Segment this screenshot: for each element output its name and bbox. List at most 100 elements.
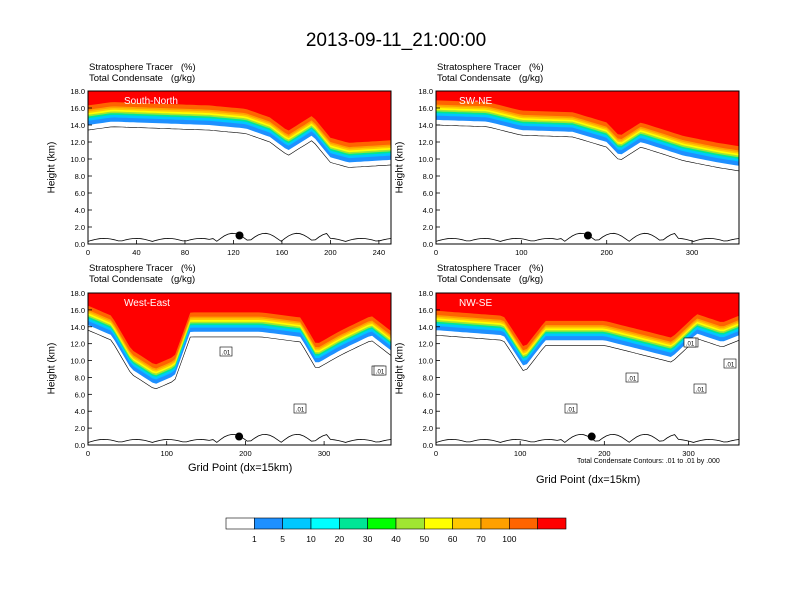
y-tick-label: 8.0	[423, 373, 433, 382]
y-tick-label: 10.0	[70, 155, 85, 164]
x-tick-label: 200	[600, 248, 613, 257]
panel-title: South-North	[124, 96, 178, 107]
colorbar-swatch	[282, 517, 312, 530]
colorbar-swatch	[509, 517, 538, 530]
y-tick-label: 12.0	[70, 340, 85, 349]
location-marker	[583, 231, 592, 240]
y-tick-label: 4.0	[75, 407, 85, 416]
y-tick-label: 2.0	[75, 223, 85, 232]
x-tick-label: 100	[514, 449, 527, 458]
y-tick-label: 6.0	[75, 390, 85, 399]
contour-label-box	[693, 383, 707, 394]
contour-note: Total Condensate Contours: .01 to .01 by…	[577, 458, 720, 465]
tracer-label: Stratosphere Tracer (%)	[437, 263, 544, 274]
y-tick-label: 12.0	[418, 138, 433, 147]
y-tick-label: 0.0	[75, 240, 85, 249]
y-tick-label: 0.0	[75, 441, 85, 450]
condensate-label: Total Condensate (g/kg)	[437, 274, 544, 285]
colorbar-label: 50	[420, 534, 430, 544]
x-tick-label: 200	[598, 449, 611, 458]
y-tick-label: 4.0	[423, 407, 433, 416]
colorbar-swatch	[480, 517, 510, 530]
y-tick-label: 12.0	[418, 340, 433, 349]
x-tick-label: 200	[324, 248, 337, 257]
panel1-header: Stratosphere Tracer (%) Total Condensate …	[89, 62, 196, 84]
tracer-label: Stratosphere Tracer (%)	[89, 263, 196, 274]
y-tick-label: 8.0	[423, 172, 433, 181]
colorbar-label: 10	[306, 534, 316, 544]
colorbar: 1 5 10 20 30 40 50 60 70 100	[225, 517, 567, 544]
tracer-field	[88, 91, 391, 244]
y-tick-label: 16.0	[418, 306, 433, 315]
plot-frame	[87, 90, 392, 245]
x-tick-label: 200	[239, 449, 252, 458]
y-tick-label: 16.0	[70, 104, 85, 113]
condensate-contour	[436, 124, 739, 172]
contour-label-box	[219, 346, 233, 357]
x-tick-label: 0	[434, 248, 438, 257]
panel2-header: Stratosphere Tracer (%) Total Condensate …	[437, 62, 544, 84]
contour-label-box	[373, 365, 387, 376]
panel-title: SW-NE	[459, 96, 492, 107]
colorbar-label: 100	[502, 534, 516, 544]
y-tick-label: 4.0	[75, 206, 85, 215]
tracer-field	[436, 91, 739, 244]
tracer-band-9	[436, 293, 739, 346]
condensate-contour	[88, 126, 391, 168]
contour-label: .01	[376, 370, 385, 376]
y-tick-label: 0.0	[423, 240, 433, 249]
contour-label: .01	[628, 377, 637, 383]
contour-label: .01	[567, 408, 576, 414]
y-tick-label: 4.0	[423, 206, 433, 215]
panel4-header: Stratosphere Tracer (%) Total Condensate …	[437, 263, 544, 285]
x-tick-label: 300	[318, 449, 331, 458]
contour-label: .01	[222, 351, 231, 357]
x-tick-label: 240	[373, 248, 386, 257]
colorbar-swatch	[452, 517, 482, 530]
colorbar-label: 5	[280, 534, 285, 544]
colorbar-swatch	[537, 517, 567, 530]
panel-3: 0.0 2.0 4.0 6.0 8.0 10.0 12.0 14.0 16.0 18.0 0 100 2…	[70, 289, 392, 458]
y-tick-label: 10.0	[70, 357, 85, 366]
x-tick-label: 0	[86, 449, 90, 458]
tracer-band-9	[88, 293, 391, 365]
x-tick-label: 0	[434, 449, 438, 458]
y-tick-label: 8.0	[75, 172, 85, 181]
colorbar-swatch	[367, 517, 397, 530]
colorbar-swatch	[254, 517, 283, 530]
colorbar-swatch	[339, 517, 368, 530]
y-tick-label: 10.0	[418, 357, 433, 366]
panel-2: 0.0 2.0 4.0 6.0 8.0 10.0 12.0 14.0 16.0 18.0 0 100 2…	[418, 87, 740, 257]
y-tick-label: 14.0	[418, 121, 433, 130]
panel-title: NW-SE	[459, 298, 492, 309]
y-tick-label: 6.0	[75, 189, 85, 198]
y-tick-label: 6.0	[423, 189, 433, 198]
contour-label-box	[625, 372, 639, 383]
plot-frame	[87, 292, 392, 446]
x-tick-label: 80	[181, 248, 189, 257]
colorbar-swatch	[395, 517, 425, 530]
contour-label-box	[723, 358, 737, 369]
y-tick-label: 6.0	[423, 390, 433, 399]
y-tick-label: 14.0	[70, 323, 85, 332]
y-tick-label: 2.0	[423, 223, 433, 232]
colorbar-label: 30	[363, 534, 373, 544]
y-tick-label: 16.0	[418, 104, 433, 113]
condensate-label: Total Condensate (g/kg)	[89, 274, 196, 285]
tracer-label: Stratosphere Tracer (%)	[89, 62, 196, 73]
condensate-label: Total Condensate (g/kg)	[437, 73, 544, 84]
location-marker	[235, 432, 244, 441]
contour-label: .01	[696, 388, 705, 394]
colorbar-swatch	[225, 517, 255, 530]
x-tick-label: 300	[686, 248, 699, 257]
page-title: 2013-09-11_21:00:00	[305, 30, 487, 51]
y-tick-label: 18.0	[70, 289, 85, 298]
panel-4: 0.0 2.0 4.0 6.0 8.0 10.0 12.0 14.0 16.0 18.0 0 100 2…	[418, 289, 740, 458]
plot-frame	[435, 90, 740, 245]
tracer-band-9	[88, 91, 391, 143]
y-tick-label: 14.0	[418, 323, 433, 332]
colorbar-label: 60	[448, 534, 458, 544]
y-tick-label: 2.0	[423, 424, 433, 433]
contour-label-box	[293, 403, 307, 414]
